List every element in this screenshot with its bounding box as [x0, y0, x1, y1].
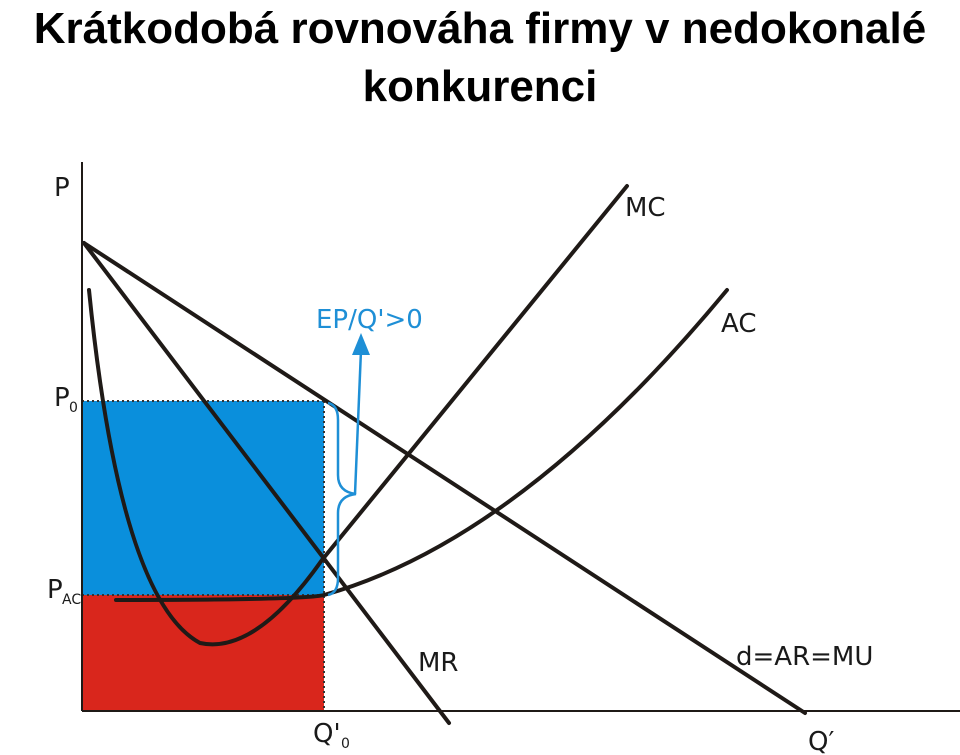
p0-subscript: 0 [69, 400, 78, 416]
demand-curve [82, 241, 807, 715]
title-line-2: konkurenci [362, 62, 598, 111]
mc-curve [87, 184, 629, 647]
cost-area [82, 595, 324, 710]
ac-curve [114, 288, 729, 602]
profit-annotation: EP/Q'>0 [316, 305, 423, 335]
x-axis-label: Q′ [808, 727, 834, 755]
mr-label: MR [418, 648, 459, 678]
mc-label: MC [625, 193, 666, 223]
mr-curve [82, 241, 451, 725]
y-axis-label: P [54, 173, 70, 203]
profit-area [82, 401, 324, 595]
profit-arrow-line [353, 349, 363, 495]
q0-label: Q' [313, 719, 341, 749]
pac-subscript: AC [62, 592, 81, 608]
profit-arrow-head [352, 333, 370, 355]
page-title: Krátkodobá rovnováha firmy v nedokonalé … [0, 0, 960, 116]
demand-label: d=AR=MU [736, 642, 873, 672]
ac-label: AC [721, 309, 756, 339]
title-line-1: Krátkodobá rovnováha firmy v nedokonalé [33, 4, 927, 53]
p0-label: P [54, 383, 70, 413]
pac-label: P [47, 575, 63, 605]
q0-subscript: 0 [341, 736, 350, 752]
